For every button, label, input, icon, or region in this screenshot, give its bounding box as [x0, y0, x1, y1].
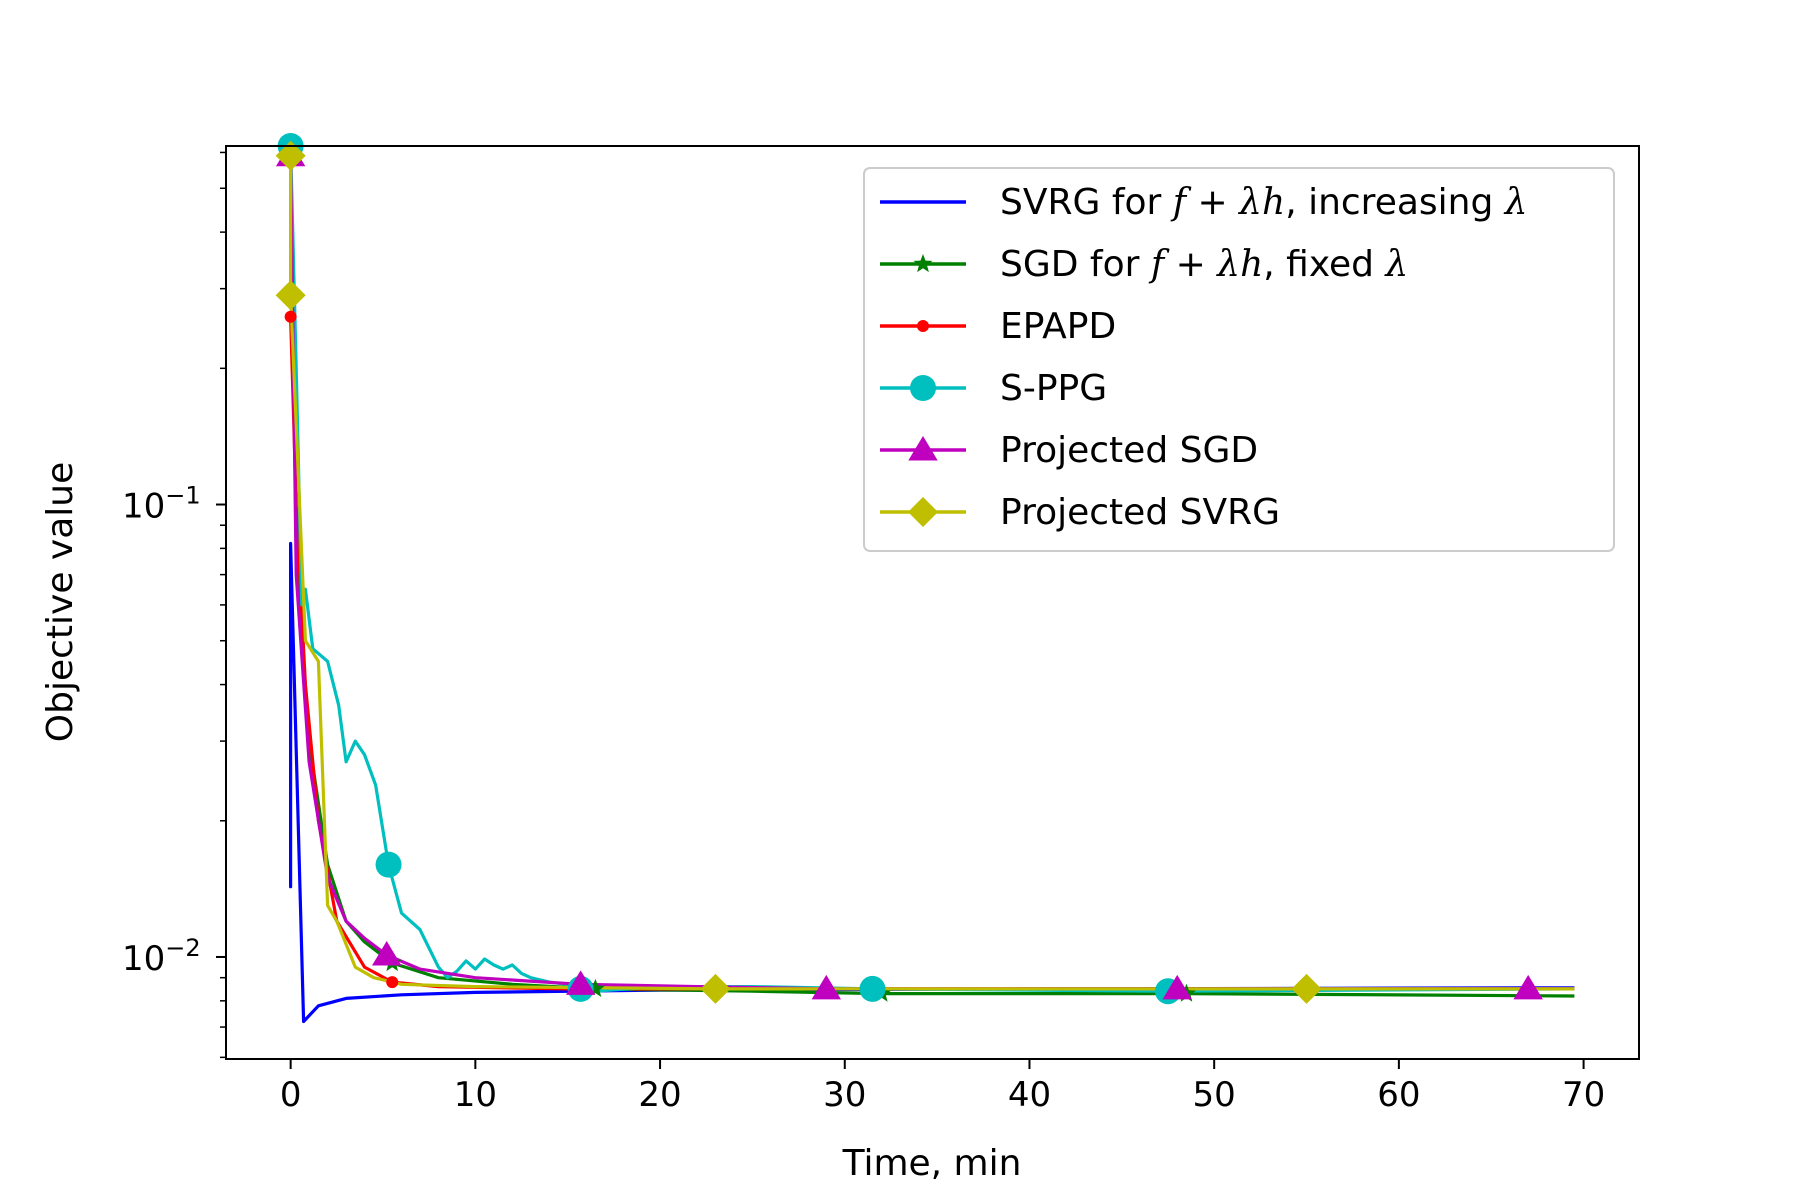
x-tick-label: 30 [823, 1075, 866, 1115]
legend-marker-3 [910, 375, 936, 401]
y-tick-base: 10 [122, 487, 165, 527]
legend-frame [863, 167, 1615, 552]
series-marker-1 [585, 978, 605, 997]
y-tick-label: 10−2 [122, 934, 201, 979]
series-marker-3 [375, 851, 402, 878]
legend-label-4: Projected SGD [1000, 430, 1258, 471]
legend-label-part: h [1262, 182, 1285, 223]
legend-label-part: , fixed [1263, 244, 1385, 285]
x-tick-label: 70 [1562, 1075, 1605, 1115]
legend-label-2: EPAPD [1000, 306, 1116, 347]
legend-label-part: λ [1503, 182, 1528, 223]
series-line-5 [289, 155, 1575, 991]
legend-label-part: λ [1215, 244, 1240, 285]
x-tick-label: 0 [280, 1075, 302, 1115]
legend-marker-1 [913, 254, 933, 273]
legend-label-0: SVRG for f + λh, increasing λ [1000, 182, 1528, 223]
legend: SVRG for f + λh, increasing λ SGD for f +… [863, 167, 1615, 552]
series-marker-5 [275, 140, 306, 171]
series-marker-5 [700, 973, 731, 1004]
legend-label-part: + [1164, 244, 1217, 285]
series-marker-3 [859, 975, 886, 1002]
legend-marker-5 [908, 497, 938, 527]
x-tick-label: 40 [1008, 1075, 1051, 1115]
legend-marker-2 [917, 320, 929, 332]
series-marker-5 [275, 280, 306, 311]
series-marker-4 [1162, 974, 1192, 1000]
series-marker-4 [1513, 974, 1543, 1000]
x-axis: 0 10 20 30 40 50 60 70 [280, 1059, 1605, 1115]
series-layer [289, 146, 1575, 1024]
legend-label-part: SVRG for [1000, 182, 1173, 223]
series-marker-2 [284, 310, 297, 323]
y-tick-label: 10−1 [122, 482, 201, 527]
legend-label-part: , increasing [1285, 182, 1505, 223]
marker-layer [275, 133, 1543, 1005]
legend-label-1: SGD for f + λh, fixed λ [1000, 244, 1408, 285]
x-tick-label: 50 [1193, 1075, 1236, 1115]
series-marker-2 [386, 976, 399, 989]
y-axis-label: Objective value [40, 462, 81, 742]
legend-label-3: S-PPG [1000, 368, 1107, 409]
legend-label-5: Projected SVRG [1000, 492, 1280, 533]
y-axis: 10−110−2 [122, 151, 226, 1059]
series-marker-4 [371, 941, 402, 966]
legend-marker-4 [908, 436, 938, 461]
legend-label-part: λ [1383, 244, 1408, 285]
series-marker-4 [565, 970, 596, 995]
x-tick-label: 10 [454, 1075, 497, 1115]
y-tick-base: 10 [122, 939, 165, 979]
legend-label-part: + [1186, 182, 1239, 223]
x-tick-label: 60 [1377, 1075, 1420, 1115]
plot-frame [225, 145, 1640, 1060]
series-marker-5 [1291, 973, 1322, 1004]
legend-label-part: h [1240, 244, 1263, 285]
y-tick-exponent: −1 [165, 482, 200, 510]
x-axis-label: Time, min [842, 1143, 1022, 1184]
legend-label-part: λ [1237, 182, 1262, 223]
legend-label-part: SGD for [1000, 244, 1151, 285]
y-tick-exponent: −2 [165, 934, 200, 962]
series-marker-4 [811, 974, 841, 1000]
x-tick-label: 20 [638, 1075, 681, 1115]
